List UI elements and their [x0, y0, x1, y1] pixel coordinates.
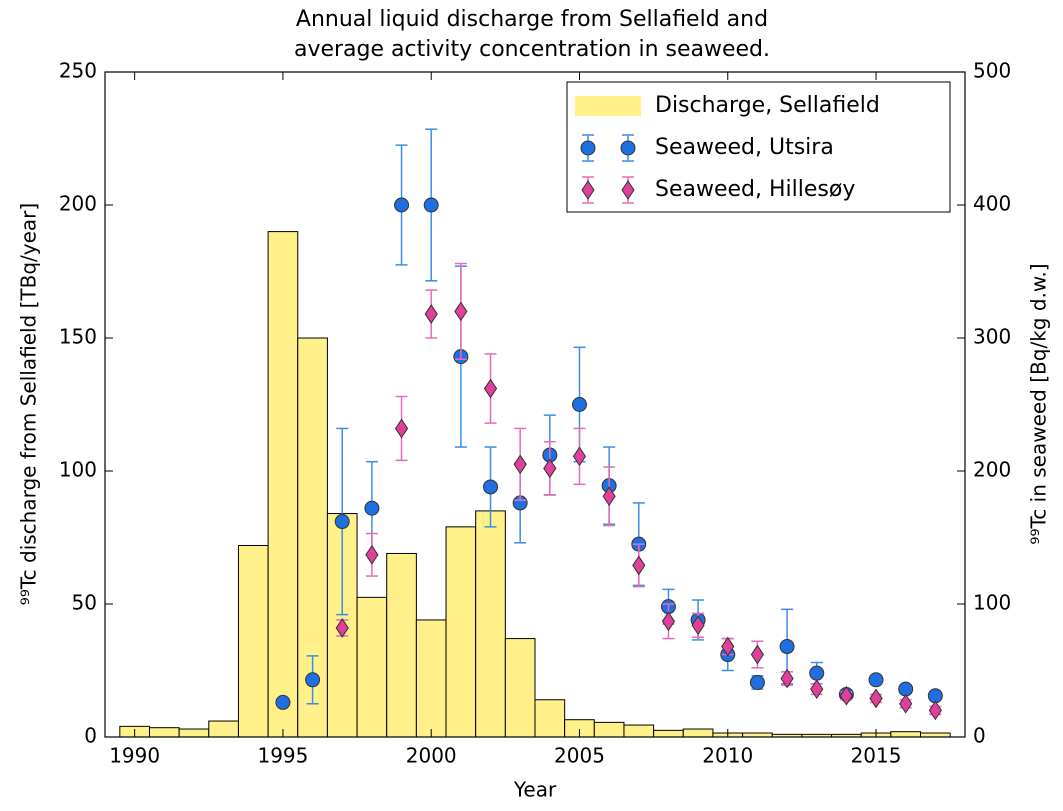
y-tick-label: 0 [84, 724, 97, 748]
legend-marker [620, 140, 636, 156]
y-tick-label: 150 [59, 325, 97, 349]
marker [483, 479, 499, 495]
legend-swatch [575, 96, 641, 116]
legend-label: Seaweed, Utsira [655, 135, 834, 160]
legend-marker [621, 180, 635, 200]
marker [928, 700, 942, 721]
legend: Discharge, Sellafield Seaweed, Utsira Seaw… [566, 81, 951, 213]
x-tick-label: 2015 [851, 744, 902, 768]
y-tick-label: 250 [59, 59, 97, 83]
y2-tick-label: 200 [973, 458, 1011, 482]
bar [593, 721, 625, 738]
plot-frame [104, 71, 966, 738]
x-tick-label: 2000 [406, 744, 457, 768]
marker [454, 301, 468, 322]
marker [364, 500, 380, 516]
marker [721, 636, 735, 657]
marker [749, 674, 765, 690]
bar [534, 699, 566, 738]
y2-tick-label: 300 [973, 325, 1011, 349]
marker [750, 644, 765, 665]
y2-tick-label: 400 [973, 192, 1011, 216]
marker [602, 486, 616, 507]
marker [394, 197, 410, 213]
x-axis-label: Year [513, 778, 557, 802]
marker [780, 668, 794, 689]
bar [653, 729, 684, 738]
marker [305, 672, 321, 688]
bar [267, 231, 299, 738]
marker [779, 639, 795, 655]
marker [572, 446, 587, 467]
bar [623, 724, 655, 738]
bar [208, 720, 239, 738]
bar [178, 728, 210, 738]
marker [424, 304, 438, 324]
marker [513, 454, 527, 475]
legend-label: Seaweed, Hillesøy [655, 177, 855, 202]
bar [445, 526, 477, 738]
marker [869, 688, 883, 709]
marker [868, 672, 884, 688]
y-tick-label: 200 [59, 192, 97, 216]
bar [890, 731, 922, 738]
legend-marker [581, 180, 595, 200]
y-tick-label: 100 [59, 458, 97, 482]
marker [335, 618, 349, 638]
marker [275, 694, 291, 710]
y2-tick-label: 100 [973, 591, 1011, 615]
marker [365, 544, 379, 565]
bar [386, 552, 417, 738]
bar [475, 510, 506, 738]
bar [356, 596, 388, 738]
marker [483, 378, 498, 399]
y2-tick-label: 500 [973, 59, 1011, 83]
legend-label: Discharge, Sellafield [655, 93, 880, 118]
marker [661, 611, 676, 632]
marker [839, 685, 853, 706]
marker [423, 197, 439, 213]
chart-title: average activity concentration in seawee… [294, 37, 770, 62]
marker [571, 397, 587, 412]
marker [809, 665, 825, 681]
y-axis-label: ⁹⁹Tc discharge from Sellafield [TBq/year… [17, 203, 41, 605]
marker [394, 418, 409, 439]
chart-title: Annual liquid discharge from Sellafield … [296, 7, 768, 32]
marker [691, 615, 705, 636]
marker [810, 679, 824, 700]
x-tick-label: 1995 [257, 744, 308, 768]
bar [682, 728, 714, 738]
legend-marker [580, 140, 596, 156]
x-tick-label: 1990 [109, 744, 160, 768]
marker [899, 693, 913, 714]
x-tick-label: 2005 [554, 744, 605, 768]
bar [415, 619, 447, 738]
y-tick-label: 50 [72, 591, 97, 615]
bar [148, 727, 180, 738]
y2-axis-label: ⁹⁹Tc in seaweed [Bq/kg d.w.] [1027, 263, 1051, 544]
bar [504, 638, 536, 738]
y2-tick-label: 0 [973, 724, 986, 748]
x-tick-label: 2010 [702, 744, 753, 768]
bar [237, 544, 269, 738]
marker [334, 514, 350, 530]
marker [543, 458, 557, 479]
marker [632, 555, 646, 576]
